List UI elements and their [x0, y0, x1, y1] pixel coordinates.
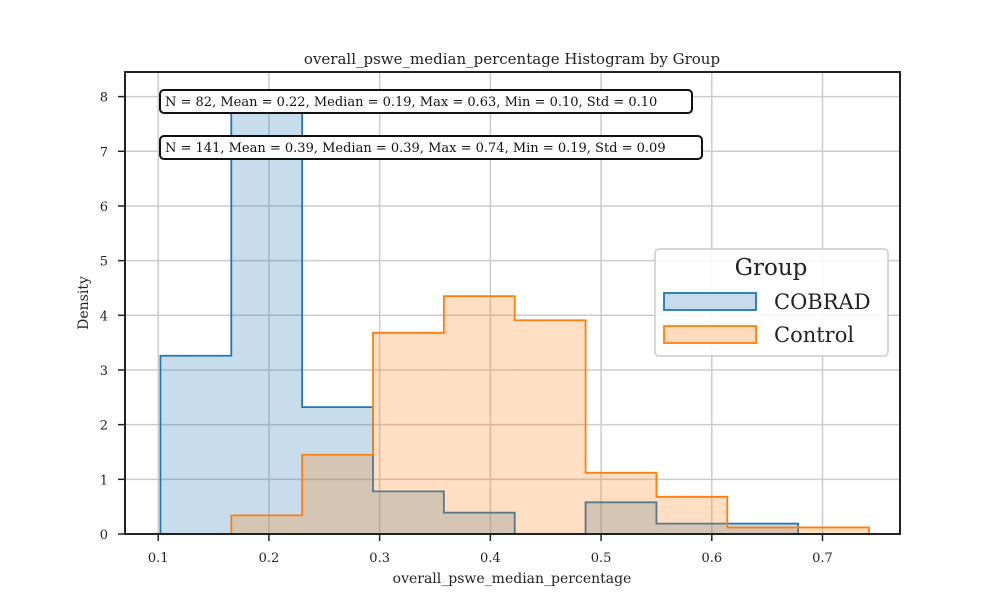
stats-annotations: N = 82, Mean = 0.22, Median = 0.19, Max … [159, 89, 703, 160]
legend-swatch [663, 325, 757, 344]
legend-label: Control [774, 323, 854, 347]
x-tick-label: 0.1 [148, 551, 169, 566]
axis-ticks: 0.1 0.2 0.3 0.4 0.5 0.6 0.7 0 1 2 3 4 5 6 7 8 [100, 91, 833, 566]
control-bar [302, 454, 373, 534]
stats-text: N = 141, Mean = 0.39, Median = 0.39, Max… [165, 141, 666, 156]
y-tick-label: 4 [100, 309, 108, 324]
control-bar [443, 296, 515, 534]
y-tick-label: 5 [100, 255, 108, 270]
x-tick-label: 0.5 [591, 551, 612, 566]
control-bar [656, 496, 728, 534]
cobrad-bar [727, 523, 799, 534]
histogram-bars [159, 109, 870, 535]
cobrad-bar [443, 512, 515, 534]
x-tick-label: 0.3 [369, 551, 390, 566]
y-tick-label: 6 [100, 200, 108, 215]
cobrad-bar [585, 502, 657, 534]
stats-box [159, 135, 703, 160]
control-bar [585, 472, 657, 534]
x-axis-label: overall_pswe_median_percentage [393, 571, 632, 587]
chart-title: overall_pswe_median_percentage Histogram… [304, 50, 720, 68]
x-tick-label: 0.7 [812, 551, 833, 566]
control-outline [230, 295, 870, 534]
legend: Group COBRAD Control [654, 248, 889, 357]
control-bar [514, 320, 586, 534]
cobrad-bar [656, 523, 728, 534]
y-tick-label: 2 [100, 419, 108, 434]
cobrad-bar [302, 407, 373, 534]
y-tick-label: 1 [100, 473, 108, 488]
x-tick-label: 0.4 [480, 551, 501, 566]
cobrad-bar [160, 355, 232, 534]
cobrad-bar [373, 491, 444, 534]
legend-label: COBRAD [774, 290, 871, 314]
legend-title: Group [735, 255, 808, 281]
control-bar [373, 332, 444, 534]
y-tick-label: 3 [100, 364, 108, 379]
x-tick-label: 0.6 [701, 551, 722, 566]
legend-swatch [663, 292, 757, 311]
control-bar [231, 515, 303, 534]
control-bar [727, 527, 799, 534]
cobrad-bar [231, 110, 303, 534]
stats-box [159, 89, 693, 114]
y-tick-label: 8 [100, 91, 108, 106]
y-tick-label: 7 [100, 145, 108, 160]
x-tick-label: 0.2 [259, 551, 280, 566]
y-tick-label: 0 [100, 528, 108, 543]
y-axis-label: Density [76, 276, 92, 330]
stats-text: N = 82, Mean = 0.22, Median = 0.19, Max … [165, 95, 657, 110]
plot-frame [124, 71, 901, 535]
control-bar [798, 527, 869, 534]
